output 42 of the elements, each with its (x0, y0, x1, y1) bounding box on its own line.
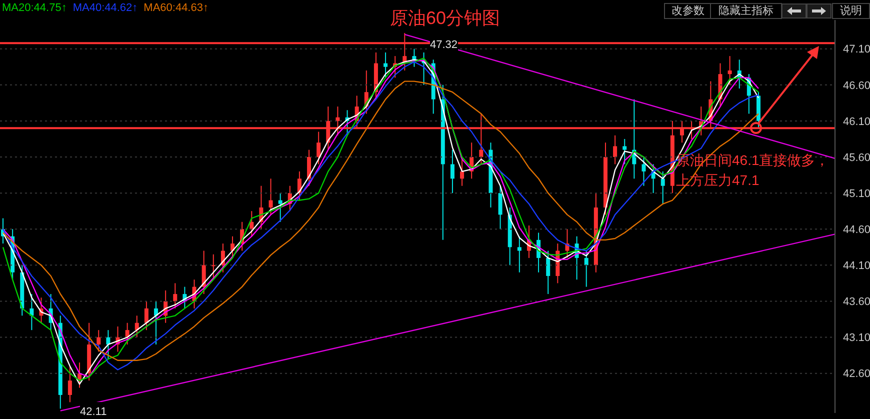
y-tick-label: 43.60 (843, 296, 870, 308)
candlestick (230, 236, 235, 258)
candlestick (613, 134, 618, 165)
text: MA20:44.75↑ (2, 2, 67, 14)
candlestick (642, 156, 646, 186)
y-tick-label: 47.10 (843, 44, 870, 56)
text: 说明 (832, 3, 870, 19)
candlestick (307, 149, 312, 186)
annotation: 47.32 (430, 35, 458, 55)
candlestick (728, 56, 732, 86)
candlestick (517, 236, 522, 273)
y-tick-label: 45.60 (843, 152, 870, 164)
candlestick (450, 149, 454, 194)
candlestick (660, 170, 665, 204)
y-tick-label: 44.10 (843, 260, 870, 272)
candlestick (144, 300, 148, 331)
candlestick (125, 322, 130, 345)
annotation: 42.11 (80, 402, 107, 419)
candlestick (384, 52, 388, 78)
candlestick (202, 250, 206, 295)
y-tick-label: 45.10 (843, 188, 870, 200)
candlestick (68, 366, 72, 403)
candlestick (584, 250, 588, 288)
text: 改参数 (664, 3, 712, 19)
y-tick-label: 46.10 (843, 116, 870, 128)
candlestick (412, 48, 416, 68)
text: MA60:44.63↑ (144, 2, 208, 14)
candlestick (278, 192, 282, 222)
chart-title: 原油60分钟图 (388, 7, 502, 30)
candlestick (268, 178, 273, 216)
candlestick (622, 138, 627, 165)
y-tick-label: 44.60 (843, 224, 870, 236)
text: 隐藏主指标 (710, 3, 782, 19)
y-tick-label: 43.10 (843, 332, 870, 344)
y-tick-label: 46.60 (843, 80, 870, 92)
candlestick (498, 185, 502, 230)
candlestick (173, 282, 178, 309)
candlestick (316, 131, 321, 165)
text: MA40:44.62↑ (72, 2, 138, 14)
candlestick (546, 250, 550, 295)
candlestick (96, 330, 101, 352)
y-tick-label: 42.60 (843, 368, 870, 380)
